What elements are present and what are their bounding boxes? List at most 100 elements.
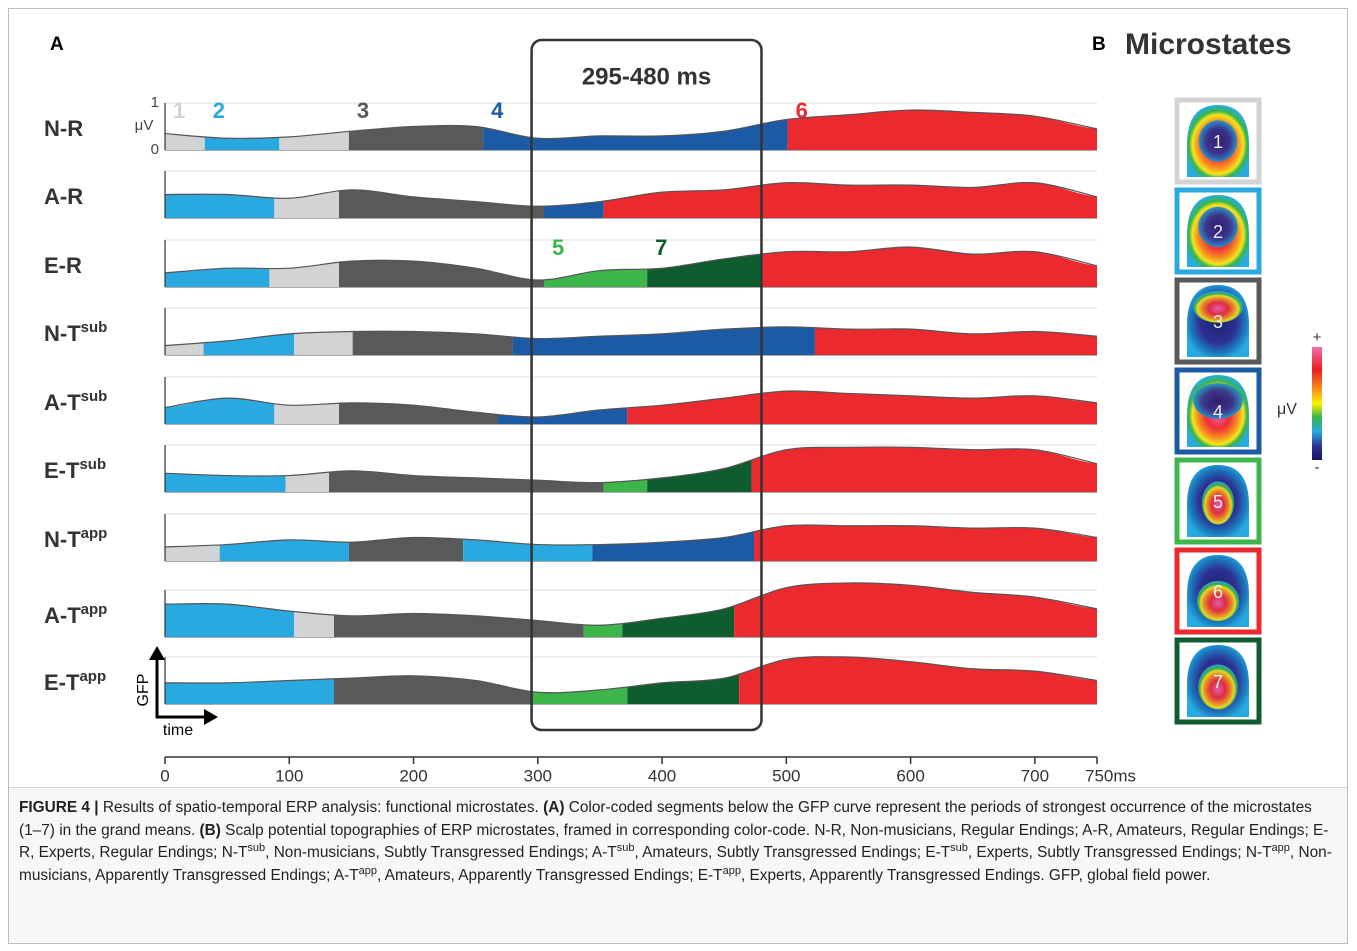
figure-caption: FIGURE 4 | Results of spatio-temporal ER…	[9, 787, 1347, 943]
microstate-segment	[334, 675, 533, 704]
microstate-segment	[762, 247, 1097, 287]
time-window-label: 295-480 ms	[582, 63, 711, 90]
colorbar-label: μV	[1277, 401, 1297, 418]
x-tick-label: 300	[524, 766, 552, 785]
y-tick-label: 1	[151, 94, 159, 111]
microstate-segment	[627, 674, 740, 704]
caption-text: , Amateurs, Apparently Transgressed Endi…	[376, 866, 723, 884]
y-tick-label: 0	[151, 141, 159, 158]
row-label: N-Tapp	[44, 525, 107, 552]
microstate-label: 7	[655, 235, 667, 260]
microstate-segment	[483, 119, 788, 150]
microstate-segment	[165, 678, 335, 704]
microstate-segment	[274, 403, 339, 424]
row-label-sup: app	[79, 668, 106, 685]
caption-text: sub	[950, 841, 968, 854]
microstate-segment	[165, 194, 275, 218]
caption-text: FIGURE 4 |	[19, 799, 99, 816]
microstate-segment	[204, 136, 280, 150]
microstate-segment	[165, 268, 270, 287]
x-tick-label: 750ms	[1085, 766, 1136, 785]
scalp-map-core	[1198, 206, 1238, 248]
microstate-segment	[285, 472, 330, 492]
microstate-label: 3	[357, 98, 369, 123]
microstate-segment	[294, 611, 335, 637]
microstate-segment	[622, 605, 735, 637]
caption-text: , Amateurs, Subtly Transgressed Endings;…	[634, 844, 951, 861]
microstate-segment	[739, 656, 1097, 704]
microstate-segment	[627, 390, 1097, 424]
microstate-segment	[754, 524, 1097, 561]
microstate-segment	[751, 447, 1097, 492]
microstate-segment	[338, 402, 499, 424]
microstate-segment	[219, 539, 349, 561]
panel-label: B	[1092, 34, 1106, 55]
gfp-curve	[164, 446, 1098, 484]
time-label: time	[163, 722, 193, 739]
microstate-segment	[165, 473, 286, 492]
caption-text: , Experts, Apparently Transgressed Endin…	[740, 866, 1211, 884]
scalp-map-core	[1193, 291, 1243, 323]
gfp-label: GFP	[135, 674, 152, 707]
microstate-segment	[512, 326, 815, 355]
scalp-map-core	[1198, 664, 1238, 710]
row-label-text: N-T	[44, 527, 81, 552]
row-label: A-Tapp	[44, 601, 107, 628]
microstate-segment	[352, 331, 513, 355]
microstate-segment	[329, 470, 604, 492]
microstate-segment	[274, 190, 339, 218]
microstate-segment	[165, 398, 275, 424]
caption-text: sub	[616, 841, 635, 854]
caption-text: (B)	[199, 821, 221, 839]
map-number: 3	[1213, 312, 1223, 332]
scalp-map-core	[1193, 383, 1243, 419]
microstate-segment	[544, 201, 604, 218]
microstate-segment	[583, 623, 623, 637]
gfp-curve	[164, 326, 1098, 347]
microstate-segment	[787, 109, 1097, 150]
row-label: A-Tsub	[44, 388, 107, 415]
microstate-segment	[348, 125, 484, 150]
microstate-segment	[544, 269, 648, 287]
gfp-curve	[164, 390, 1098, 418]
microstate-segment	[592, 531, 755, 561]
row-label-sup: app	[81, 525, 108, 542]
x-tick-label: 400	[648, 766, 676, 785]
microstate-segment	[348, 537, 464, 561]
x-tick-label: 600	[896, 766, 924, 785]
microstate-segment	[814, 327, 1097, 355]
microstate-segment	[647, 459, 752, 492]
caption-text: (A)	[543, 799, 565, 816]
x-tick-label: 100	[275, 766, 303, 785]
microstate-segment	[532, 686, 628, 704]
caption-text: Color-coded segments below the GFP curve…	[19, 799, 1312, 839]
caption-text: sub	[247, 841, 266, 854]
microstate-segment	[203, 333, 295, 355]
gfp-curve	[164, 582, 1098, 626]
microstate-segment	[334, 613, 584, 637]
map-number: 1	[1213, 132, 1223, 152]
microstate-segment	[165, 343, 204, 355]
time-arrowhead	[204, 709, 218, 725]
caption-text: , Non-musicians, Apparently Transgressed…	[19, 844, 1332, 884]
map-number: 2	[1213, 222, 1223, 242]
microstate-segment	[734, 582, 1097, 637]
row-label-text: A-R	[44, 184, 83, 209]
row-label: E-R	[44, 253, 82, 278]
gfp-curve	[164, 246, 1098, 281]
colorbar	[1312, 347, 1322, 460]
row-label-sup: sub	[81, 319, 108, 336]
microstate-segment	[279, 131, 349, 150]
row-label-sup: app	[81, 601, 108, 618]
caption-text: app	[722, 864, 741, 877]
caption-text: , Non-musicians, Subtly Transgressed End…	[265, 844, 617, 861]
gfp-curve	[164, 181, 1098, 207]
map-number: 5	[1213, 492, 1223, 512]
caption-text: app	[1271, 841, 1290, 854]
microstate-segment	[463, 539, 593, 561]
microstate-segment	[338, 260, 545, 287]
microstate-segment	[269, 262, 339, 287]
microstate-label: 5	[552, 235, 564, 260]
microstate-label: 4	[491, 98, 504, 123]
